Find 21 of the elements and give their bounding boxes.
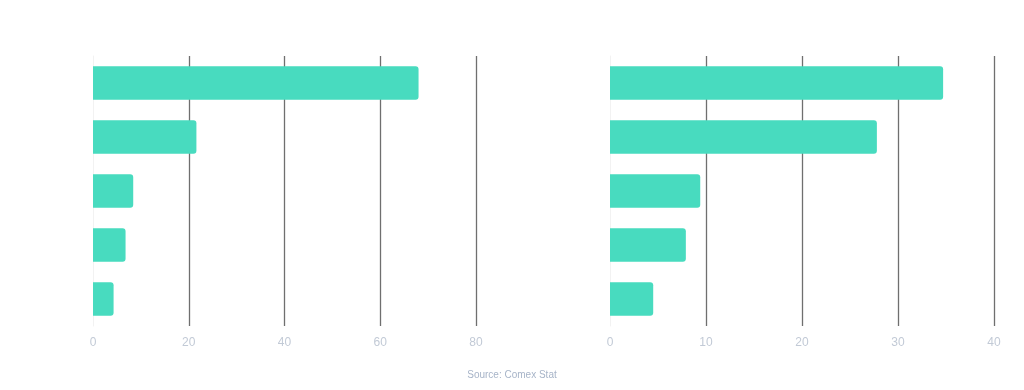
bar — [610, 120, 877, 154]
bar — [93, 282, 114, 316]
x-tick-label: 60 — [373, 335, 388, 349]
x-tick-label: 40 — [987, 335, 1001, 349]
x-tick-label: 40 — [277, 335, 292, 349]
bar — [93, 228, 126, 262]
x-tick-label: 10 — [699, 335, 713, 349]
x-tick-label: 0 — [606, 335, 614, 349]
x-tick-label: 0 — [89, 335, 97, 349]
source-note: Source: Comex Stat — [466, 369, 558, 380]
bar — [610, 174, 701, 208]
bar — [93, 66, 419, 100]
x-tick-label: 30 — [891, 335, 905, 349]
bar — [93, 120, 197, 154]
bar — [610, 282, 654, 316]
x-tick-label: 20 — [182, 335, 196, 349]
x-tick-label: 80 — [469, 335, 483, 349]
x-tick-label: 20 — [795, 335, 809, 349]
bar — [93, 174, 134, 208]
bar — [610, 66, 944, 100]
bar — [610, 228, 686, 262]
